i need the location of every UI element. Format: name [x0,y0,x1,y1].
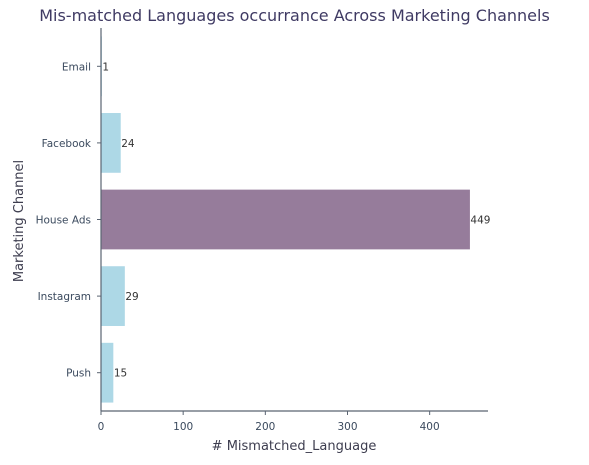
x-tick-label: 200 [255,421,275,433]
bar-instagram [101,266,125,326]
y-tick-label: Facebook [42,138,92,150]
data-label: 29 [125,291,138,303]
x-tick-label: 100 [173,421,193,433]
bar-facebook [101,113,121,173]
chart-title: Mis-matched Languages occurrance Across … [39,6,550,25]
x-tick-label: 300 [337,421,357,433]
data-label: 24 [121,138,135,150]
bar-house-ads [101,189,470,250]
x-axis-label: # Mismatched_Language [212,439,377,454]
x-tick-label: 400 [420,421,440,433]
data-label: 15 [114,368,127,380]
y-tick-label: Instagram [38,291,91,303]
bar-push [101,342,114,403]
y-tick-label: Push [66,368,91,380]
y-tick-label: Email [62,61,91,73]
y-axis-label: Marketing Channel [12,160,27,282]
plot-area: Email 1 Facebook 24 House Ads 449 Instagram 29 P… [36,28,490,433]
y-tick-label: House Ads [36,215,91,227]
x-tick-label: 0 [98,421,105,433]
data-label: 449 [470,215,490,227]
data-label: 1 [102,61,109,73]
